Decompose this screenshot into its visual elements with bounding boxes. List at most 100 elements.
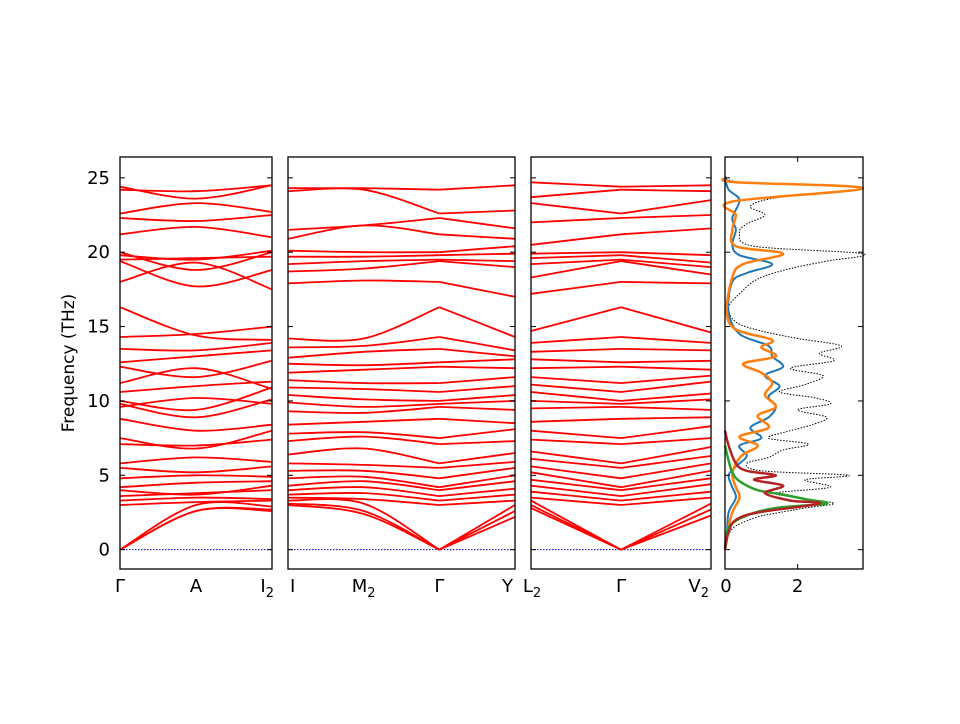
- phonon-band: [287, 249, 440, 254]
- phonon-band: [119, 465, 273, 474]
- phonon-band: [530, 458, 622, 469]
- k-point-label: A: [190, 576, 203, 597]
- phonon-band: [620, 406, 712, 411]
- phonon-band: [530, 471, 622, 489]
- phonon-band: [119, 325, 273, 338]
- phonon-band: [287, 417, 440, 426]
- panel-frame: [724, 156, 864, 570]
- k-point-label: I2: [260, 576, 274, 601]
- phonon-band: [530, 202, 622, 215]
- phonon-band: [530, 233, 622, 246]
- phonon-band: [119, 261, 273, 291]
- phonon-band: [119, 225, 273, 239]
- phonon-band: [439, 385, 516, 393]
- phonon-band: [119, 251, 273, 271]
- phonon-band: [530, 429, 622, 439]
- phonon-band: [530, 478, 622, 492]
- phonon-band: [287, 348, 440, 359]
- phonon-band: [620, 359, 712, 364]
- phonon-band: [530, 258, 622, 265]
- phonon-band: [119, 306, 273, 341]
- phonon-band: [439, 474, 516, 489]
- phonon-band: [287, 260, 440, 273]
- y-tick-label: 20: [87, 242, 110, 263]
- y-axis-label: Frequency (THz): [59, 294, 79, 433]
- phonon-band: [530, 484, 622, 497]
- phonon-band: [287, 492, 440, 502]
- y-tick-label: 5: [99, 465, 110, 486]
- phonon-band: [620, 365, 712, 371]
- phonon-band: [439, 258, 516, 262]
- y-tick-label: 15: [87, 317, 110, 338]
- phonon-band: [530, 376, 622, 384]
- phonon-band: [439, 281, 516, 298]
- phonon-band: [287, 469, 440, 480]
- phonon-band: [439, 260, 516, 268]
- phonon-band: [620, 469, 712, 489]
- panel-2: I M2 Γ Y: [287, 156, 516, 601]
- phonon-band: [287, 406, 440, 414]
- phonon-band: [119, 184, 273, 200]
- phonon-band: [620, 260, 712, 276]
- phonon-band: [620, 437, 712, 445]
- phonon-band: [439, 245, 516, 254]
- phonon-band: [119, 456, 273, 465]
- phonon-band: [439, 217, 516, 230]
- phonon-band: [620, 398, 712, 405]
- phonon-band: [119, 474, 273, 480]
- phonon-band: [287, 187, 440, 215]
- phonon-band: [287, 480, 440, 492]
- phonon-band: [287, 496, 440, 506]
- phonon-band: [620, 188, 712, 193]
- phonon-band: [119, 501, 273, 551]
- phonon-band: [439, 348, 516, 358]
- panel-frame: [119, 156, 273, 570]
- phonon-band: [287, 386, 440, 393]
- panel-frame: [530, 156, 712, 570]
- phonon-band: [530, 188, 622, 199]
- phonon-band: [620, 392, 712, 402]
- k-point-label: V2: [688, 576, 709, 601]
- phonon-band: [530, 438, 622, 445]
- phonon-band: [620, 490, 712, 502]
- phonon-band: [530, 251, 622, 255]
- phonon-band: [119, 438, 273, 447]
- dos-x-tick-label: 2: [792, 576, 803, 597]
- dos-x-tick-label: 0: [720, 576, 731, 597]
- phonon-band: [620, 446, 712, 465]
- k-point-label: L2: [523, 576, 541, 601]
- phonon-band: [530, 383, 622, 393]
- phonon-band: [119, 260, 273, 288]
- phonon-band: [439, 358, 516, 364]
- phonon-band: [119, 499, 273, 506]
- phonon-band: [287, 279, 440, 285]
- phonon-band: [439, 499, 516, 506]
- phonon-band: [530, 499, 622, 551]
- phonon-band: [620, 254, 712, 264]
- phonon-band: [439, 406, 516, 411]
- phonon-band: [119, 386, 273, 412]
- phonon-band: [439, 467, 516, 480]
- phonon-band: [620, 496, 712, 506]
- k-point-label: Γ: [434, 576, 444, 597]
- phonon-band: [439, 440, 516, 445]
- phonon-band: [530, 490, 622, 502]
- dos-curve-red: [723, 430, 822, 550]
- phonon-band: [620, 251, 712, 257]
- k-point-label: M2: [352, 576, 376, 601]
- k-point-label: Γ: [115, 576, 125, 597]
- panel-3: L2 Γ V2: [523, 156, 712, 601]
- phonon-band: [119, 214, 273, 222]
- phonon-band: [119, 349, 273, 364]
- phonon-band: [119, 489, 273, 497]
- phonon-band: [287, 431, 440, 439]
- phonon-band: [620, 502, 712, 551]
- phonon-band: [119, 398, 273, 419]
- phonon-band: [530, 358, 622, 364]
- phonon-band: [119, 506, 273, 551]
- phonon-band: [530, 281, 622, 295]
- phonon-band: [620, 336, 712, 344]
- phonon-band: [119, 342, 273, 352]
- phonon-band: [287, 361, 440, 367]
